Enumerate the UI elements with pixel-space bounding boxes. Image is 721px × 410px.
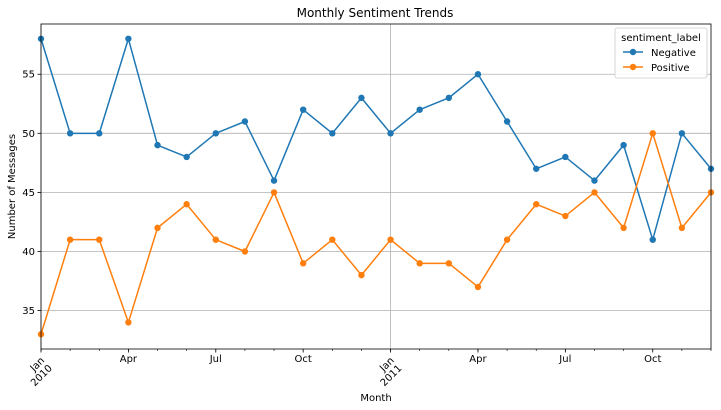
data-point-positive: [154, 224, 161, 232]
data-point-negative: [474, 71, 482, 78]
legend: sentiment_label Negative Positive: [614, 27, 708, 79]
data-point-positive: [503, 236, 511, 243]
data-point-positive: [591, 189, 598, 196]
data-point-positive: [562, 212, 569, 220]
data-point-negative: [270, 177, 278, 184]
y-axis-title: Number of Messages: [7, 134, 18, 239]
data-point-negative: [387, 130, 394, 137]
chart-title: Monthly Sentiment Trends: [297, 6, 454, 20]
data-point-positive: [66, 236, 74, 243]
data-point-positive: [474, 283, 482, 291]
grid: [40, 24, 711, 349]
data-point-positive: [212, 236, 219, 243]
x-tick-label: Jul: [209, 354, 222, 365]
data-point-negative: [329, 130, 336, 137]
y-tick-label: 50: [22, 129, 35, 140]
data-point-positive: [270, 189, 278, 196]
legend-marker: [629, 48, 637, 56]
legend-marker: [629, 63, 637, 71]
data-point-negative: [66, 130, 74, 137]
x-tick-label: Apr: [120, 354, 138, 365]
data-point-negative: [125, 35, 132, 42]
series-line-positive: [40, 132, 712, 335]
data-point-positive: [445, 260, 453, 267]
data-point-negative: [649, 236, 656, 243]
data-point-negative: [154, 141, 161, 149]
y-tick-label: 55: [22, 70, 35, 81]
data-point-negative: [562, 153, 569, 161]
y-tick-label: 40: [22, 247, 35, 258]
data-point-negative: [678, 130, 686, 137]
data-point-negative: [299, 106, 307, 113]
x-tick-label: Oct: [295, 354, 312, 365]
data-point-positive: [678, 224, 686, 232]
y-tick-label: 45: [22, 188, 35, 199]
data-point-positive: [299, 260, 307, 267]
data-point-negative: [183, 153, 190, 161]
data-point-negative: [591, 177, 598, 184]
data-point-negative: [533, 165, 540, 172]
data-point-positive: [183, 201, 190, 208]
data-point-positive: [533, 201, 540, 208]
data-point-positive: [125, 319, 132, 326]
data-point-negative: [212, 130, 219, 137]
data-point-negative: [503, 118, 511, 125]
x-tick-label: Oct: [644, 354, 661, 365]
data-point-positive: [358, 271, 365, 279]
series-layer: [37, 35, 715, 338]
data-point-negative: [445, 94, 453, 102]
legend-title: sentiment_label: [621, 33, 701, 44]
data-point-negative: [416, 106, 423, 113]
x-tick-label: Apr: [469, 354, 487, 365]
data-point-positive: [620, 224, 627, 232]
data-point-positive: [387, 236, 394, 243]
data-point-negative: [241, 118, 249, 125]
data-point-positive: [96, 236, 103, 243]
legend-box: [614, 27, 708, 79]
x-tick-label: Jul: [558, 354, 571, 365]
data-point-negative: [358, 94, 365, 102]
y-tick-label: 35: [22, 306, 35, 317]
data-point-negative: [96, 130, 103, 137]
legend-label-negative: Negative: [651, 48, 696, 59]
legend-label-positive: Positive: [651, 63, 690, 74]
data-point-positive: [649, 130, 656, 137]
data-point-positive: [416, 260, 423, 267]
data-point-negative: [620, 141, 627, 149]
series-line-negative: [40, 38, 712, 241]
plot-frame: [40, 23, 712, 350]
data-point-positive: [241, 248, 249, 255]
data-point-positive: [329, 236, 336, 243]
x-axis-title: Month: [360, 393, 391, 404]
